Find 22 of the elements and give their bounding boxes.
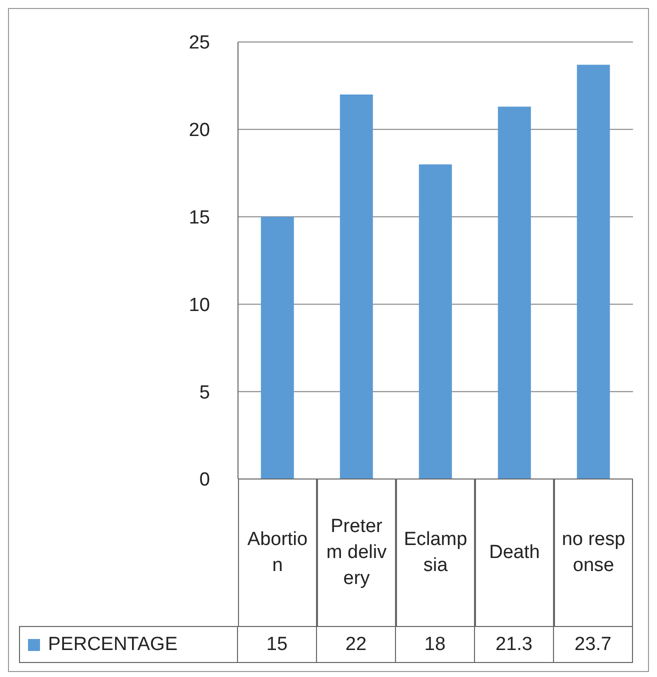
- data-label: 22: [317, 626, 396, 663]
- data-label: 15: [238, 626, 317, 663]
- bar: [576, 64, 610, 479]
- y-tick-label: 15: [188, 208, 210, 229]
- y-tick-label: 5: [199, 382, 210, 404]
- bar: [340, 94, 373, 479]
- x-tick-label: Death: [475, 479, 554, 626]
- y-tick-label: 0: [199, 470, 210, 491]
- legend-label: PERCENTAGE: [48, 634, 178, 656]
- data-label: 18: [396, 626, 475, 663]
- y-tick-label: 20: [188, 120, 210, 142]
- data-label: 23.7: [554, 626, 633, 663]
- bar: [260, 216, 294, 479]
- y-tick-label: 25: [188, 32, 210, 54]
- bar: [418, 164, 452, 479]
- data-label: 21.3: [475, 626, 554, 663]
- bar: [498, 106, 531, 479]
- x-tick-label: Abortion: [238, 479, 317, 626]
- x-tick-label: Preterm delivery: [317, 479, 396, 626]
- y-tick-label: 10: [188, 294, 210, 316]
- x-tick-label: Eclampsia: [396, 479, 475, 626]
- x-tick-label: no response: [554, 479, 633, 626]
